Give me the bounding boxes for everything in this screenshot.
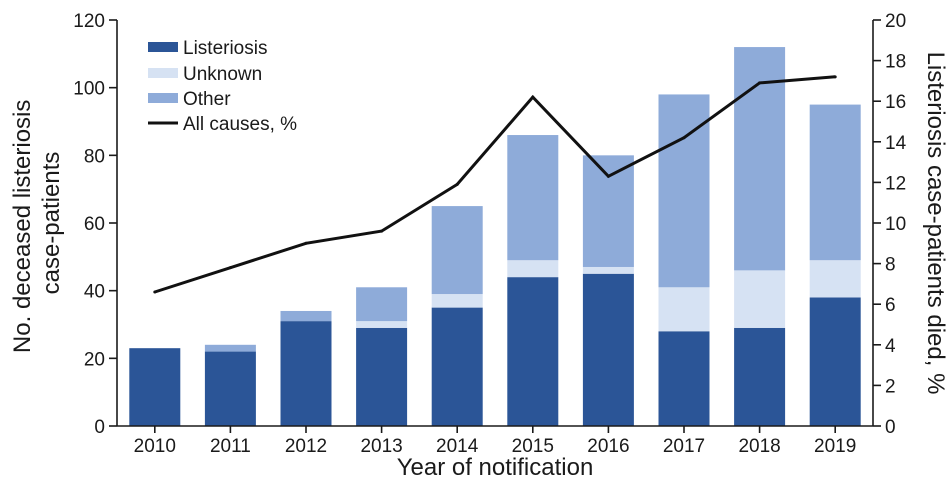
x-tick-label-2015: 2015 [512, 436, 554, 457]
x-tick-label-2017: 2017 [663, 436, 705, 457]
line-point-2012 [304, 241, 308, 245]
bar-listeriosis-2012 [280, 321, 332, 426]
y-axis-title-line-1: No. deceased listeriosis [9, 100, 36, 353]
x-axis-title: Year of notification [397, 454, 594, 481]
y-tick-label-60: 60 [84, 214, 105, 235]
bar-other-2019 [809, 104, 861, 261]
right-y-ticks: 0 2 4 6 8 10 12 14 16 18 20 [873, 11, 907, 438]
x-tick-label-2010: 2010 [134, 436, 176, 457]
legend: Listeriosis Unknown Other All causes, % [148, 38, 297, 135]
y2-tick-label-0: 0 [885, 417, 896, 438]
line-layer [153, 75, 837, 294]
bar-listeriosis-2011 [204, 351, 256, 426]
x-tick-label-2012: 2012 [285, 436, 327, 457]
bar-unknown-2015 [507, 260, 559, 278]
x-tick-label-2014: 2014 [436, 436, 479, 457]
bar-other-2016 [582, 155, 634, 267]
line-point-2013 [380, 229, 384, 233]
y2-axis-title: Listeriosis case-patients died, % [922, 52, 948, 395]
line-point-2011 [228, 266, 232, 270]
line-point-2010 [153, 290, 157, 294]
line-point-2019 [833, 75, 837, 79]
bar-unknown-2019 [809, 260, 861, 298]
bar-listeriosis-2015 [507, 277, 559, 426]
legend-label-all-causes: All causes, % [183, 114, 297, 135]
line-point-2017 [682, 136, 686, 140]
legend-swatch-listeriosis [148, 42, 178, 52]
bar-listeriosis-2013 [356, 327, 408, 426]
legend-label-listeriosis: Listeriosis [183, 38, 267, 59]
bar-listeriosis-2019 [809, 297, 861, 426]
left-y-ticks: 0 20 40 60 80 100 120 [73, 11, 117, 438]
bar-other-2013 [356, 287, 408, 322]
x-tick-label-2011: 2011 [210, 436, 251, 457]
bar-unknown-2016 [582, 266, 634, 274]
y-tick-label-40: 40 [84, 282, 105, 303]
y-tick-label-0: 0 [94, 417, 105, 438]
bar-unknown-2013 [356, 321, 408, 328]
y2-tick-label-4: 4 [885, 336, 896, 357]
y2-tick-label-8: 8 [885, 255, 896, 276]
bar-layer [129, 47, 861, 426]
bar-other-2014 [431, 206, 483, 295]
line-point-2016 [606, 174, 610, 178]
y-axis-title: No. deceased listeriosis case-patients [9, 93, 65, 353]
x-tick-label-2019: 2019 [814, 436, 856, 457]
legend-swatch-unknown [148, 68, 178, 78]
legend-label-unknown: Unknown [183, 64, 262, 85]
bar-listeriosis-2016 [582, 273, 634, 426]
legend-swatch-other [148, 93, 178, 103]
y2-tick-label-10: 10 [885, 214, 906, 235]
line-point-2018 [758, 81, 762, 85]
y-axis-title-line-2: case-patients [38, 152, 65, 295]
x-tick-label-2016: 2016 [587, 436, 629, 457]
y2-tick-label-14: 14 [885, 133, 907, 154]
bar-unknown-2014 [431, 294, 483, 308]
y2-tick-label-12: 12 [885, 173, 906, 194]
y2-tick-label-20: 20 [885, 11, 906, 32]
y-tick-label-80: 80 [84, 146, 105, 167]
bar-other-2011 [204, 344, 256, 352]
x-ticks: 2010 2011 2012 2013 2014 2015 2016 2017 2018 2019 [134, 426, 856, 457]
bar-unknown-2018 [734, 270, 786, 328]
line-point-2014 [455, 182, 459, 186]
y2-tick-label-16: 16 [885, 92, 906, 113]
y2-tick-label-18: 18 [885, 52, 906, 73]
line-point-2015 [531, 95, 535, 99]
y-tick-label-20: 20 [84, 349, 105, 370]
legend-label-other: Other [183, 89, 231, 110]
y2-tick-label-6: 6 [885, 295, 896, 316]
bar-listeriosis-2017 [658, 331, 710, 426]
bar-listeriosis-2018 [734, 327, 786, 426]
y-tick-label-120: 120 [73, 11, 105, 32]
x-tick-label-2018: 2018 [738, 436, 780, 457]
bar-other-2012 [280, 310, 332, 322]
bar-unknown-2017 [658, 287, 710, 332]
bar-listeriosis-2014 [431, 307, 483, 426]
bar-listeriosis-2010 [129, 348, 181, 426]
y2-tick-label-2: 2 [885, 376, 896, 397]
bar-other-2015 [507, 135, 559, 261]
line-all-causes-percent [154, 75, 836, 294]
x-tick-label-2013: 2013 [360, 436, 402, 457]
y-tick-label-100: 100 [73, 79, 105, 100]
